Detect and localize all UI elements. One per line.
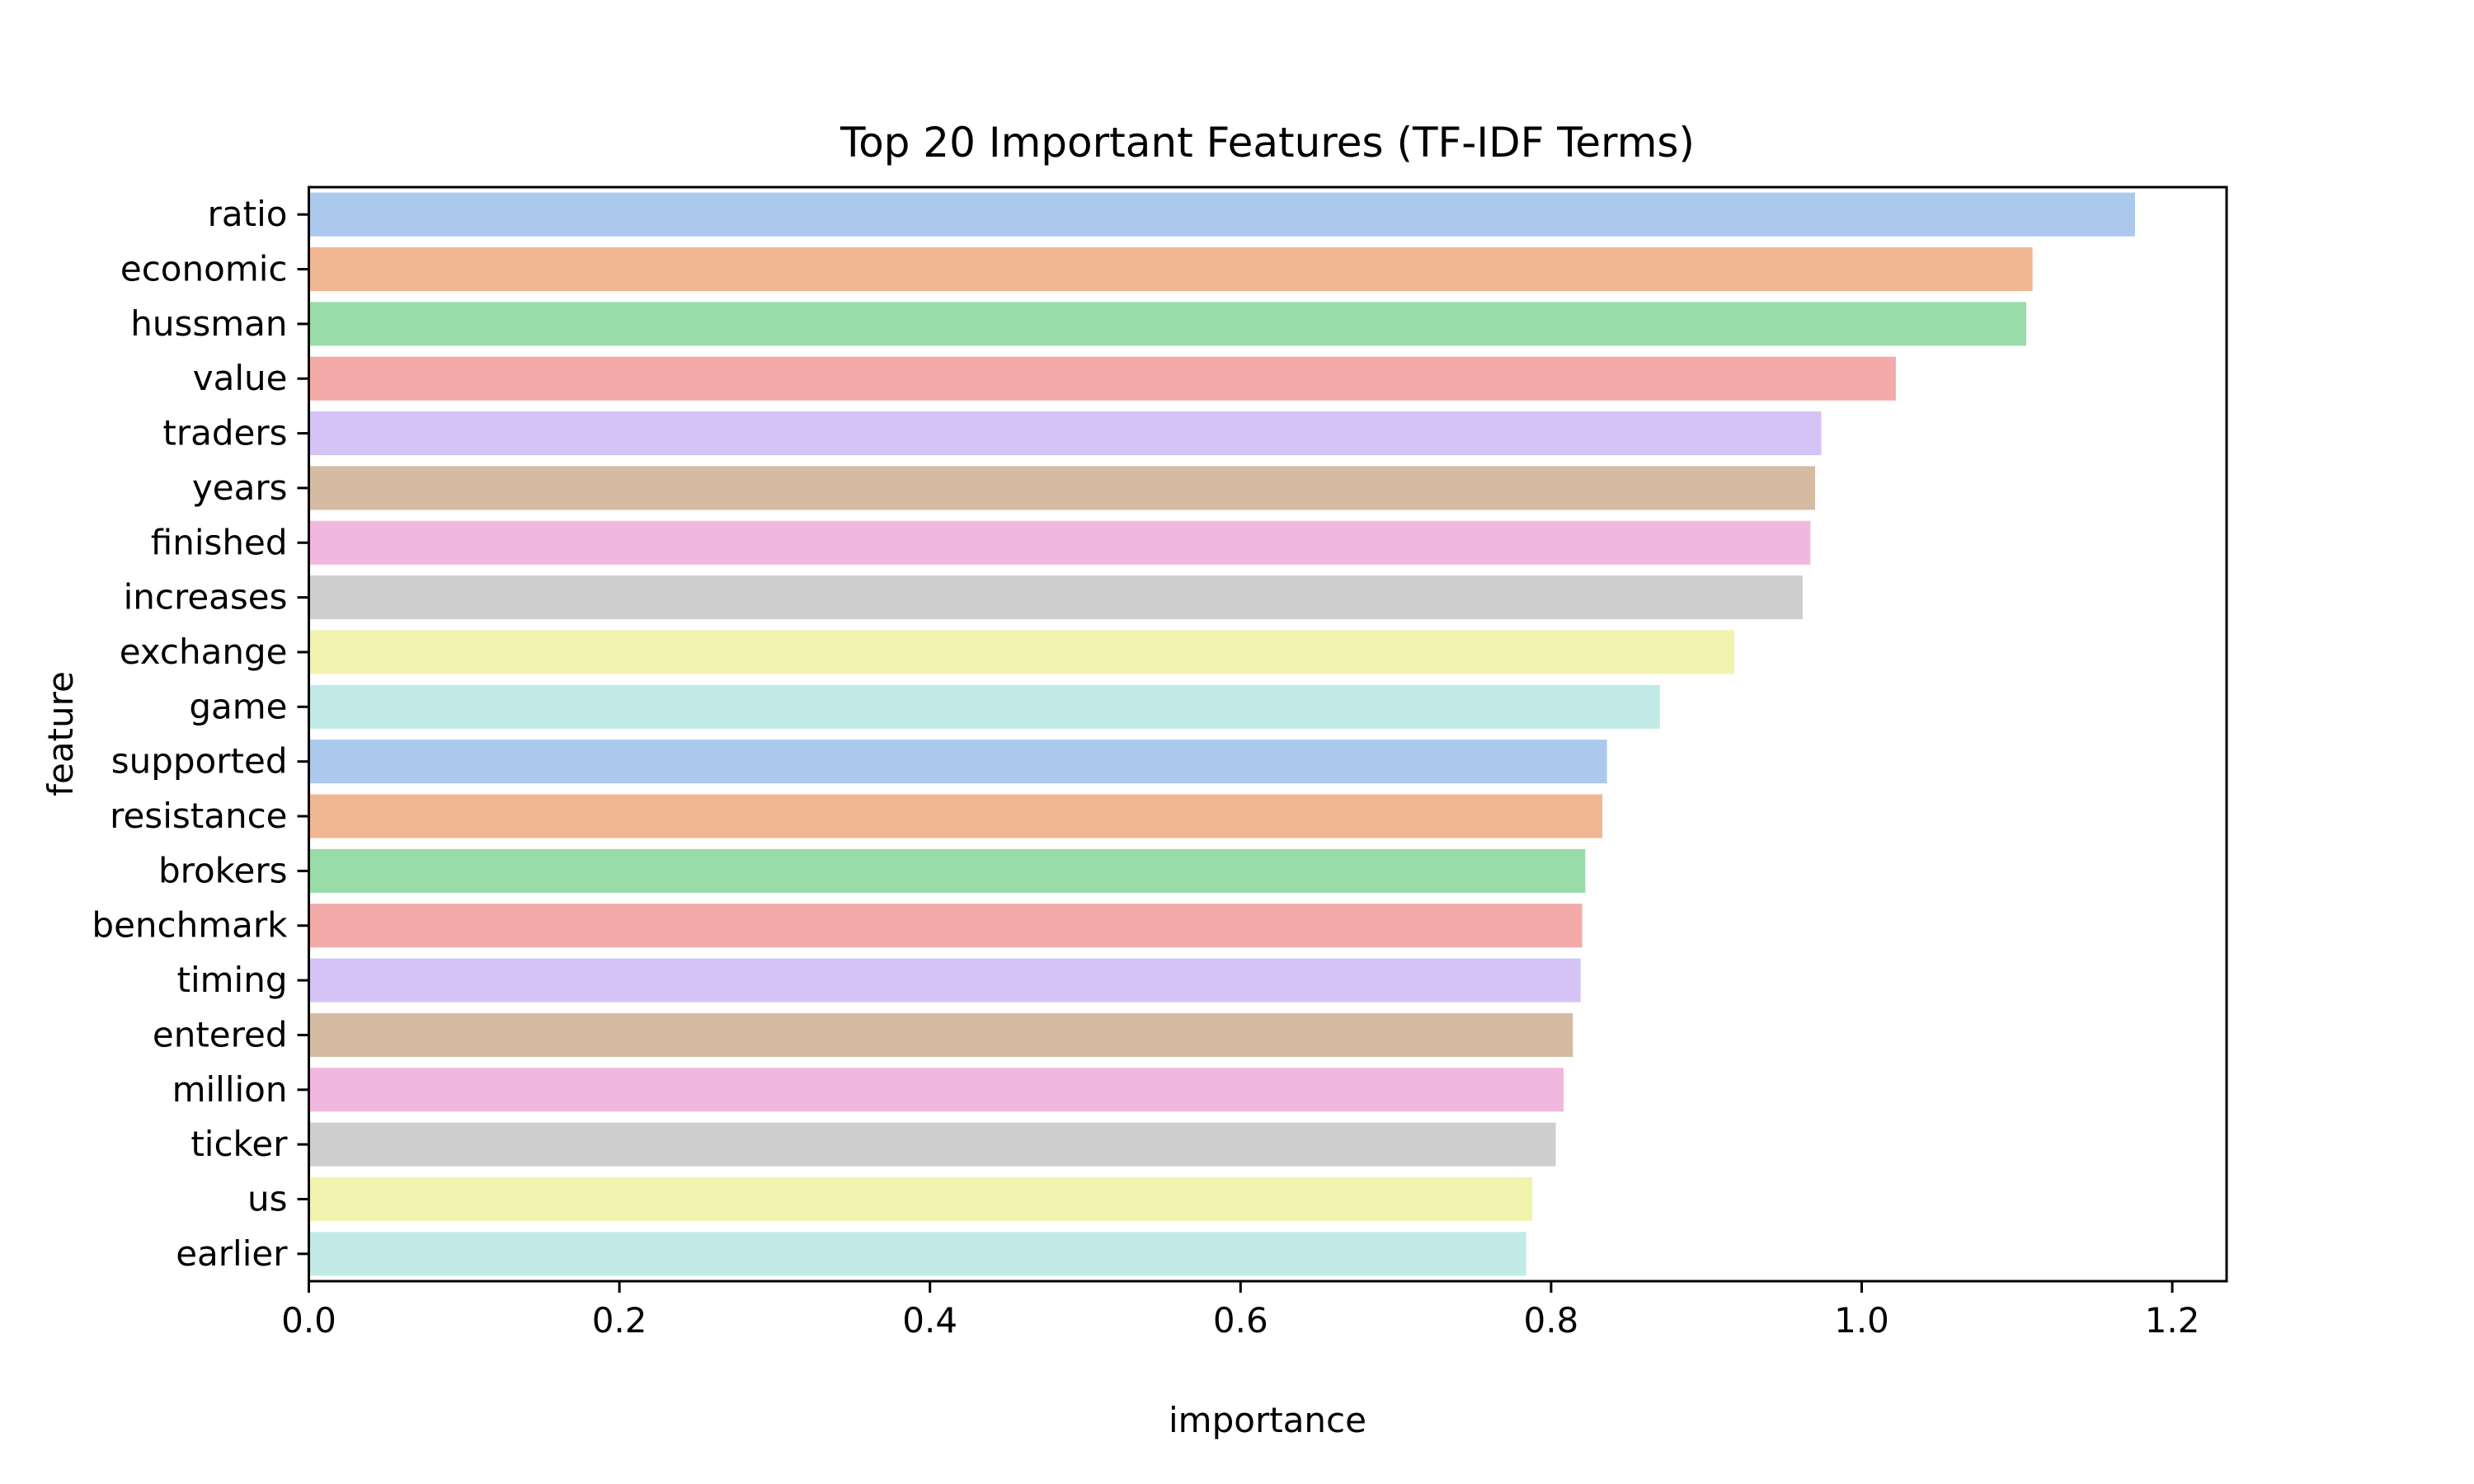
y-tick-label: entered [153,1014,288,1054]
bar-finished [308,520,1811,565]
y-tick-label: benchmark [92,905,288,946]
bar-entered [308,1012,1573,1057]
x-tick-label: 0.0 [281,1300,336,1341]
bar-supported [308,740,1607,784]
y-tick-label: traders [162,413,287,453]
x-axis-label: importance [1169,1400,1366,1440]
y-tick-label: million [172,1069,288,1110]
y-tick-label: years [192,467,288,508]
bar-traders [308,411,1822,456]
y-tick-label: resistance [110,796,287,836]
y-tick-label: us [247,1178,288,1219]
bars [308,192,2135,1276]
y-tick-label: ticker [190,1124,288,1164]
bar-timing [308,958,1581,1003]
x-tick-label: 1.2 [2145,1300,2200,1341]
x-axis-ticks: 0.0 0.2 0.4 0.6 0.8 1.0 1.2 [281,1281,2199,1341]
x-tick-label: 0.6 [1213,1300,1268,1341]
bar-ratio [308,192,2135,237]
y-tick-label: supported [111,741,288,782]
bar-value [308,356,1896,401]
y-tick-label: brokers [158,850,288,890]
y-tick-label: economic [120,249,288,289]
bar-brokers [308,848,1586,893]
bar-increases [308,575,1803,620]
bar-us [308,1176,1533,1222]
y-tick-label: finished [151,522,288,562]
y-tick-label: earlier [176,1233,288,1274]
y-axis-ticks: ratio economic hussman value traders years fin… [92,194,309,1274]
bar-hussman [308,302,2027,346]
x-tick-label: 0.2 [592,1300,647,1341]
x-tick-label: 0.4 [902,1300,957,1341]
bar-exchange [308,630,1735,674]
y-tick-label: increases [124,577,288,618]
bar-earlier [308,1232,1526,1276]
y-tick-label: value [193,358,288,398]
y-tick-label: exchange [120,632,288,672]
bar-economic [308,247,2033,292]
bar-million [308,1068,1564,1112]
y-axis-label: feature [40,671,81,796]
bar-ticker [308,1122,1556,1167]
x-tick-label: 1.0 [1834,1300,1889,1341]
plot-frame [308,186,2228,1283]
y-tick-label: game [189,686,287,726]
bar-benchmark [308,904,1583,948]
y-tick-label: ratio [208,194,288,234]
y-tick-label: timing [177,960,288,1000]
chart-title: Top 20 Important Features (TF-IDF Terms) [840,119,1695,167]
y-tick-label: hussman [130,303,287,344]
x-tick-label: 0.8 [1523,1300,1578,1341]
bar-game [308,684,1660,729]
bar-resistance [308,794,1603,838]
bar-years [308,466,1816,510]
